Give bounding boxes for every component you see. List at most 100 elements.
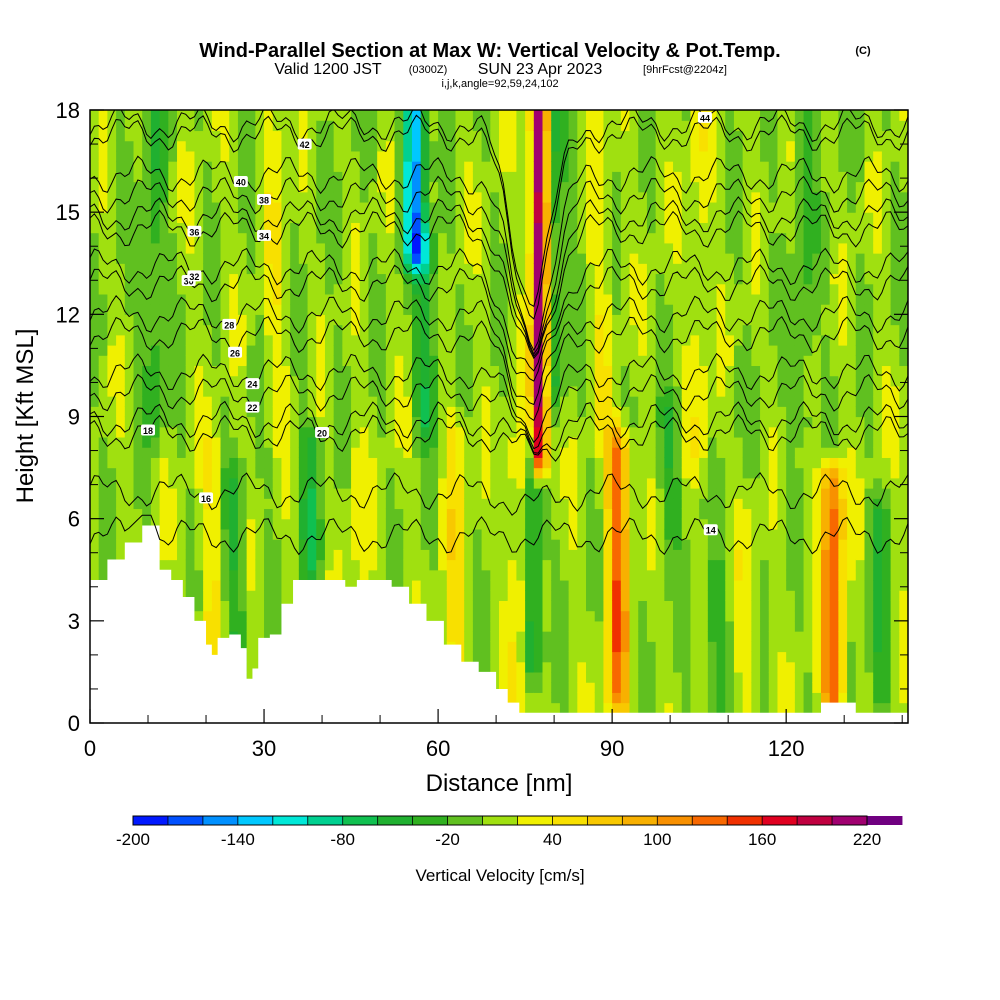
velocity-cell <box>446 232 457 244</box>
velocity-cell <box>185 436 196 448</box>
velocity-cell <box>368 324 378 336</box>
velocity-cell <box>646 140 657 152</box>
velocity-cell <box>342 477 352 489</box>
velocity-cell <box>490 477 500 489</box>
velocity-cell <box>290 334 300 346</box>
velocity-cell <box>237 467 248 479</box>
velocity-cell <box>612 212 622 223</box>
velocity-cell <box>98 201 108 213</box>
velocity-cell <box>368 355 378 367</box>
velocity-cell <box>490 436 500 448</box>
velocity-cell <box>542 201 552 213</box>
velocity-cell <box>638 140 648 152</box>
velocity-cell <box>203 457 213 469</box>
velocity-cell <box>725 477 735 489</box>
velocity-cell <box>638 436 648 448</box>
velocity-cell <box>142 253 152 264</box>
velocity-cell <box>472 110 483 121</box>
velocity-cell <box>490 528 500 540</box>
velocity-cell <box>185 253 196 264</box>
velocity-cell <box>324 283 335 295</box>
velocity-cell <box>229 110 239 121</box>
velocity-cell <box>420 488 430 499</box>
velocity-cell <box>107 161 117 172</box>
velocity-cell <box>220 222 230 234</box>
velocity-cell <box>464 631 474 642</box>
velocity-cell <box>385 171 396 183</box>
velocity-cell <box>760 130 770 142</box>
velocity-cell <box>211 396 222 407</box>
velocity-cell <box>255 334 265 346</box>
velocity-cell <box>586 518 596 530</box>
velocity-cell <box>568 150 578 162</box>
velocity-cell <box>90 488 100 499</box>
velocity-cell <box>420 161 430 172</box>
velocity-cell <box>438 222 448 234</box>
velocity-cell <box>490 161 500 172</box>
velocity-cell <box>107 447 117 458</box>
velocity-cell <box>237 140 248 152</box>
velocity-cell <box>620 590 631 601</box>
velocity-cell <box>98 293 108 305</box>
velocity-cell <box>90 569 100 581</box>
velocity-cell <box>638 661 648 673</box>
velocity-cell <box>150 436 161 448</box>
velocity-cell <box>699 436 709 448</box>
velocity-cell <box>237 569 248 581</box>
velocity-cell <box>107 426 117 438</box>
velocity-cell <box>324 110 335 121</box>
velocity-cell <box>298 467 309 479</box>
velocity-cell <box>298 212 309 223</box>
velocity-cell <box>124 426 135 438</box>
velocity-cell <box>420 110 430 121</box>
velocity-cell <box>98 498 108 510</box>
velocity-cell <box>290 375 300 387</box>
velocity-cell <box>490 273 500 285</box>
velocity-cell <box>272 201 283 213</box>
velocity-cell <box>272 396 283 407</box>
velocity-cell <box>377 375 387 387</box>
velocity-cell <box>177 110 187 121</box>
velocity-cell <box>159 498 169 510</box>
velocity-cell <box>786 692 796 704</box>
velocity-cell <box>342 120 352 132</box>
velocity-cell <box>420 467 430 479</box>
velocity-cell <box>298 518 309 530</box>
velocity-cell <box>646 232 657 244</box>
velocity-cell <box>690 201 700 213</box>
velocity-cell <box>298 191 309 203</box>
velocity-cell <box>760 528 770 540</box>
velocity-cell <box>411 253 422 264</box>
velocity-cell <box>559 467 570 479</box>
velocity-cell <box>472 498 483 510</box>
velocity-cell <box>646 477 657 489</box>
velocity-cell <box>324 549 335 561</box>
velocity-cell <box>499 150 509 162</box>
velocity-cell <box>699 385 709 397</box>
velocity-cell <box>620 304 631 315</box>
velocity-cell <box>177 253 187 264</box>
velocity-cell <box>272 426 283 438</box>
velocity-cell <box>203 161 213 172</box>
velocity-cell <box>290 324 300 336</box>
velocity-cell <box>446 140 457 152</box>
velocity-cell <box>203 579 213 591</box>
velocity-cell <box>351 171 361 183</box>
velocity-cell <box>742 590 752 601</box>
velocity-cell <box>777 610 787 622</box>
velocity-cell <box>272 324 283 336</box>
velocity-cell <box>516 355 526 367</box>
velocity-cell <box>655 375 665 387</box>
velocity-cell <box>533 375 544 387</box>
velocity-cell <box>394 457 404 469</box>
velocity-cell <box>333 242 343 254</box>
velocity-cell <box>472 569 483 581</box>
velocity-cell <box>707 702 718 714</box>
velocity-cell <box>803 508 813 520</box>
velocity-cell <box>716 631 726 642</box>
velocity-cell <box>577 539 587 550</box>
velocity-cell <box>168 150 178 162</box>
velocity-cell <box>272 467 283 479</box>
velocity-cell <box>594 661 605 673</box>
velocity-cell <box>429 171 439 183</box>
